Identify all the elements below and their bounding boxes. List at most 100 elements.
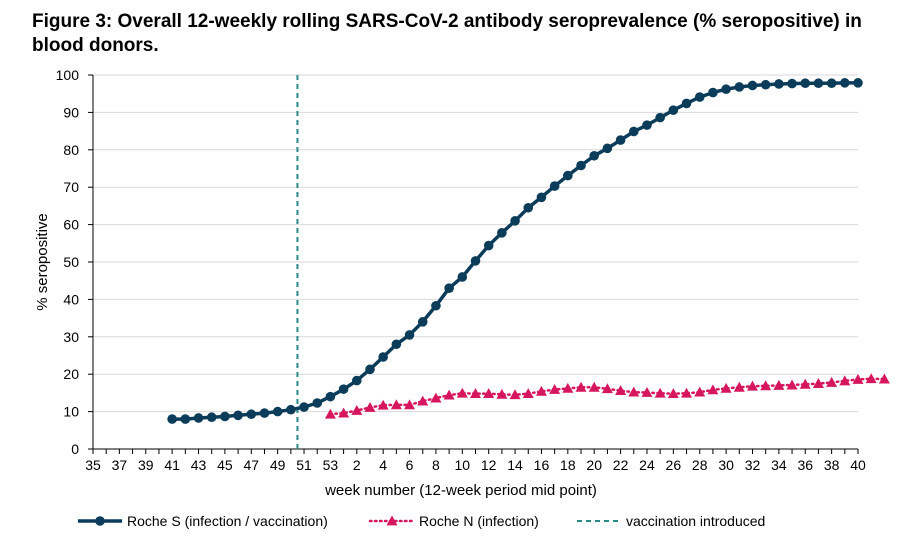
data-point-roche-s	[734, 82, 745, 92]
data-point-roche-s	[760, 79, 771, 90]
data-point-roche-n	[417, 395, 429, 406]
x-tick-label: 47	[243, 457, 259, 473]
data-point-roche-s	[378, 352, 388, 362]
data-point-roche-n	[483, 388, 495, 399]
data-point-roche-s	[642, 120, 652, 130]
x-tick-label: 20	[586, 457, 602, 473]
y-tick-label: 20	[63, 366, 79, 382]
x-tick-label: 36	[797, 457, 813, 473]
x-tick-label: 35	[85, 457, 101, 473]
x-tick-label: 43	[191, 457, 207, 473]
legend: Roche S (infection / vaccination) Roche N…	[78, 513, 765, 529]
data-point-roche-n	[667, 388, 679, 399]
data-point-roche-s	[233, 410, 243, 421]
data-point-roche-n	[575, 381, 587, 392]
data-point-roche-s	[840, 78, 850, 88]
series-line-roche-s	[172, 81, 858, 421]
data-series	[167, 78, 890, 424]
x-tick-label: 18	[560, 457, 576, 473]
data-point-roche-s	[708, 87, 718, 98]
data-point-roche-n	[852, 373, 864, 384]
chart-title: Figure 3: Overall 12-weekly rolling SARS…	[32, 11, 862, 56]
y-tick-label: 30	[63, 329, 79, 345]
data-point-roche-n	[681, 387, 693, 398]
y-tick-label: 40	[63, 291, 79, 307]
data-point-roche-n	[351, 404, 363, 415]
data-point-roche-n	[839, 375, 851, 386]
data-point-roche-n	[865, 373, 877, 384]
data-point-roche-s	[404, 330, 415, 340]
data-point-roche-s	[220, 411, 230, 422]
data-point-roche-s	[417, 317, 428, 327]
data-point-roche-s	[536, 192, 547, 203]
data-point-roche-s	[563, 170, 573, 181]
data-point-roche-n	[641, 387, 653, 397]
data-point-roche-n	[654, 387, 666, 398]
data-point-roche-s	[694, 92, 705, 102]
x-tick-label: 34	[771, 457, 787, 473]
x-tick-label: 51	[296, 457, 312, 473]
data-point-roche-s	[589, 150, 600, 161]
x-tick-label: 45	[217, 457, 233, 473]
y-tick-label: 70	[63, 179, 79, 195]
gridlines	[93, 74, 858, 413]
data-point-roche-n	[826, 376, 838, 387]
y-tick-label: 90	[63, 104, 79, 120]
x-tick-label: 53	[323, 457, 339, 473]
data-point-roche-s	[576, 160, 586, 171]
data-point-roche-s	[813, 78, 824, 89]
data-point-roche-s	[167, 414, 177, 424]
data-point-roche-n	[509, 389, 521, 400]
data-point-roche-n	[535, 385, 547, 396]
data-point-roche-s	[523, 202, 534, 213]
data-point-roche-s	[510, 216, 520, 226]
data-point-roche-s	[193, 413, 204, 423]
data-point-roche-s	[747, 80, 758, 91]
x-tick-label: 41	[164, 457, 180, 473]
legend-marker-roche-n	[386, 515, 398, 526]
axes	[88, 74, 859, 454]
data-point-roche-s	[444, 283, 454, 293]
legend-label-roche-s: Roche S (infection / vaccination)	[127, 513, 328, 529]
x-tick-label: 22	[613, 457, 629, 473]
y-tick-label: 100	[56, 67, 80, 83]
x-tick-label: 30	[718, 457, 734, 473]
data-point-roche-n	[443, 389, 455, 400]
data-point-roche-n	[812, 378, 824, 388]
data-point-roche-n	[522, 388, 534, 399]
x-tick-label: 49	[270, 457, 286, 473]
x-tick-label: 4	[379, 457, 387, 473]
data-point-roche-s	[338, 384, 349, 394]
x-tick-label: 37	[112, 457, 128, 473]
legend-marker-roche-s	[95, 516, 105, 526]
y-axis-title: % seropositive	[34, 213, 51, 311]
x-tick-label: 2	[353, 457, 361, 473]
data-point-roche-s	[259, 408, 270, 418]
data-point-roche-n	[588, 381, 600, 392]
data-point-roche-s	[628, 126, 639, 137]
x-tick-label: 24	[639, 457, 655, 473]
data-point-roche-s	[787, 78, 797, 89]
legend-label-roche-n: Roche N (infection)	[419, 513, 539, 529]
data-point-roche-s	[180, 414, 191, 424]
data-point-roche-s	[312, 398, 323, 408]
data-point-roche-n	[496, 388, 508, 399]
data-point-roche-s	[549, 181, 560, 191]
data-point-roche-s	[457, 272, 468, 282]
data-point-roche-s	[497, 228, 507, 238]
data-point-roche-s	[655, 112, 665, 123]
x-tick-label: 6	[406, 457, 414, 473]
data-point-roche-s	[615, 135, 626, 145]
data-point-roche-s	[391, 339, 402, 350]
x-axis-title: week number (12-week period mid point)	[324, 482, 597, 499]
y-tick-label: 0	[71, 441, 79, 457]
data-point-roche-n	[549, 384, 561, 394]
data-point-roche-n	[799, 378, 811, 389]
x-tick-label: 28	[692, 457, 708, 473]
data-point-roche-s	[721, 84, 731, 95]
data-point-roche-n	[733, 381, 745, 392]
data-point-roche-n	[786, 379, 798, 390]
y-tick-label: 50	[63, 254, 79, 270]
data-point-roche-n	[760, 380, 772, 391]
